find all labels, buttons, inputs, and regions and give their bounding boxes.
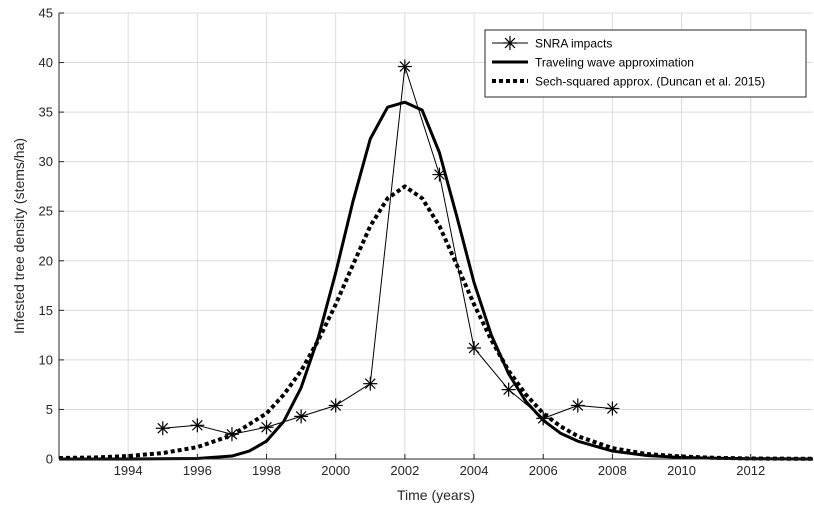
x-tick-label: 2004 [460,463,489,478]
data-point-marker [605,401,620,416]
tick-labels: 1994 1996 1998 2000 2002 2004 2006 2008 2010 2012… [39,6,766,479]
data-point-marker [467,340,482,355]
y-axis-title: Infested tree density (stems/ha) [11,138,27,334]
grid [59,12,813,460]
y-tick-label: 40 [39,55,53,70]
x-tick-label: 1996 [183,463,212,478]
x-tick-label: 1994 [114,463,143,478]
data-point-marker [501,382,516,397]
y-tick-label: 20 [39,253,53,268]
y-tick-label: 35 [39,105,53,120]
data-point-marker [432,167,447,182]
y-tick-label: 0 [46,452,53,467]
y-tick-label: 45 [39,6,53,21]
y-tick-label: 15 [39,303,53,318]
x-tick-label: 2008 [598,463,627,478]
legend-box [484,29,807,98]
legend-marker [503,36,517,50]
data-point-marker [259,420,274,435]
data-point-marker [224,427,239,442]
x-axis-title: Time (years) [397,487,475,503]
series-layer [58,59,814,461]
x-tick-label: 2000 [321,463,350,478]
axes [58,12,813,460]
x-tick-label: 2010 [667,463,696,478]
data-point-marker [536,411,551,426]
legend-label-1: Traveling wave approximation [535,56,694,70]
y-tick-label: 5 [46,402,53,417]
y-tick-label: 10 [39,352,53,367]
data-point-marker [328,398,343,413]
data-point-marker [155,421,170,436]
y-tick-label: 30 [39,154,53,169]
y-tick-label: 25 [39,204,53,219]
legend: SNRA impacts Traveling wave approximation… [484,29,807,98]
data-point-marker [570,398,585,413]
legend-label-2: Sech-squared approx. (Duncan et al. 2015… [535,75,765,89]
data-point-marker [190,418,205,433]
data-point-marker [294,409,309,424]
x-tick-label: 2002 [390,463,419,478]
legend-label-0: SNRA impacts [535,37,612,51]
x-tick-label: 2012 [736,463,765,478]
legend-items: SNRA impacts Traveling wave approximation… [492,36,765,89]
data-point-marker [397,59,412,74]
series-line-0 [162,66,613,435]
x-tick-label: 1998 [252,463,281,478]
x-tick-label: 2006 [529,463,558,478]
data-point-marker [363,376,378,391]
series-line-1 [59,100,814,461]
